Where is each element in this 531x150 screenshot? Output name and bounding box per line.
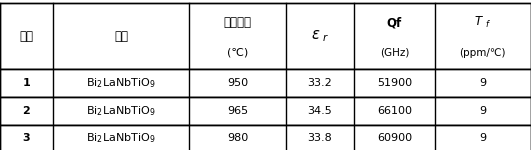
Text: 34.5: 34.5: [307, 106, 332, 116]
Text: Bi$_2$LaNbTiO$_9$: Bi$_2$LaNbTiO$_9$: [87, 76, 156, 90]
Text: 烧结温度: 烧结温度: [224, 16, 252, 29]
Text: (ppm/℃): (ppm/℃): [460, 48, 506, 57]
Text: Qf: Qf: [387, 16, 402, 29]
Text: 3: 3: [23, 133, 30, 143]
Text: 33.8: 33.8: [307, 133, 332, 143]
Text: 9: 9: [479, 106, 486, 116]
Text: Bi$_2$LaNbTiO$_9$: Bi$_2$LaNbTiO$_9$: [87, 104, 156, 117]
Text: $\it{T}$ $_{f}$: $\it{T}$ $_{f}$: [474, 15, 491, 30]
Text: 1: 1: [22, 78, 30, 88]
Bar: [0, 3, 531, 69]
Text: $\it{\varepsilon}$$_{\ r}$: $\it{\varepsilon}$$_{\ r}$: [311, 28, 329, 44]
Text: 980: 980: [227, 133, 248, 143]
Text: 66100: 66100: [377, 106, 412, 116]
Text: 60900: 60900: [377, 133, 412, 143]
Text: 9: 9: [479, 133, 486, 143]
Text: (GHz): (GHz): [380, 48, 409, 57]
Text: 33.2: 33.2: [307, 78, 332, 88]
Text: 实例: 实例: [20, 30, 33, 42]
Text: 950: 950: [227, 78, 248, 88]
Text: Bi$_2$LaNbTiO$_9$: Bi$_2$LaNbTiO$_9$: [87, 131, 156, 145]
Text: (℃): (℃): [227, 48, 248, 57]
Bar: [0, 97, 531, 124]
Text: 9: 9: [479, 78, 486, 88]
Bar: [0, 124, 531, 150]
Bar: [0, 69, 531, 97]
Text: 2: 2: [22, 106, 30, 116]
Text: 965: 965: [227, 106, 248, 116]
Text: 组成: 组成: [114, 30, 128, 42]
Text: 51900: 51900: [377, 78, 412, 88]
